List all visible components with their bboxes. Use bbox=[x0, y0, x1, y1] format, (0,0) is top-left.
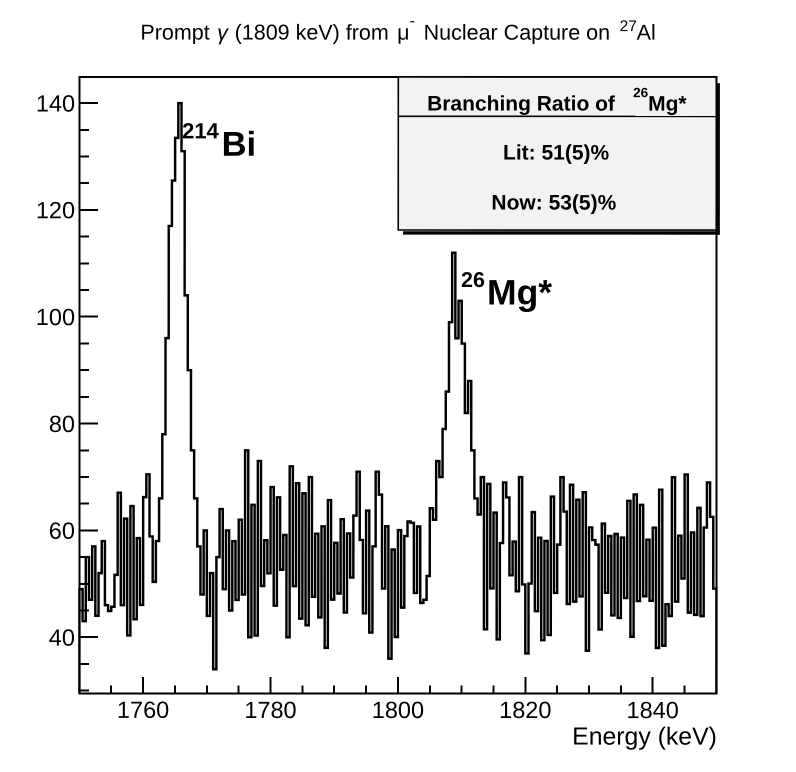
svg-text:Nuclear Capture on: Nuclear Capture on bbox=[424, 21, 610, 45]
svg-text:214: 214 bbox=[182, 118, 219, 143]
svg-text:Al: Al bbox=[637, 21, 656, 45]
svg-text:Branching Ratio of: Branching Ratio of bbox=[427, 93, 616, 116]
svg-text:120: 120 bbox=[36, 197, 75, 223]
svg-text:Energy (keV): Energy (keV) bbox=[572, 724, 717, 751]
svg-text:Lit: 51(5)%: Lit: 51(5)% bbox=[503, 142, 610, 165]
svg-text:100: 100 bbox=[36, 304, 75, 330]
svg-text:γ: γ bbox=[217, 21, 229, 45]
svg-text:Bi: Bi bbox=[222, 126, 257, 164]
svg-text:40: 40 bbox=[49, 625, 75, 651]
svg-text:27: 27 bbox=[620, 18, 637, 35]
svg-text:Prompt: Prompt bbox=[140, 21, 209, 45]
svg-text:1820: 1820 bbox=[499, 697, 551, 723]
svg-text:60: 60 bbox=[49, 518, 75, 544]
svg-text:1840: 1840 bbox=[627, 697, 679, 723]
svg-text:Now: 53(5)%: Now: 53(5)% bbox=[491, 192, 616, 215]
svg-text:26: 26 bbox=[633, 85, 649, 100]
svg-text:(1809 keV) from: (1809 keV) from bbox=[235, 21, 389, 45]
svg-text:μ: μ bbox=[397, 21, 409, 45]
svg-text:1800: 1800 bbox=[372, 697, 424, 723]
svg-text:-: - bbox=[410, 13, 415, 30]
svg-text:80: 80 bbox=[49, 411, 75, 437]
svg-text:Mg*: Mg* bbox=[648, 93, 687, 116]
svg-text:140: 140 bbox=[36, 90, 75, 116]
svg-text:26: 26 bbox=[461, 268, 485, 292]
svg-text:1780: 1780 bbox=[244, 697, 296, 723]
svg-text:1760: 1760 bbox=[117, 697, 169, 723]
svg-text:Mg*: Mg* bbox=[487, 273, 552, 313]
